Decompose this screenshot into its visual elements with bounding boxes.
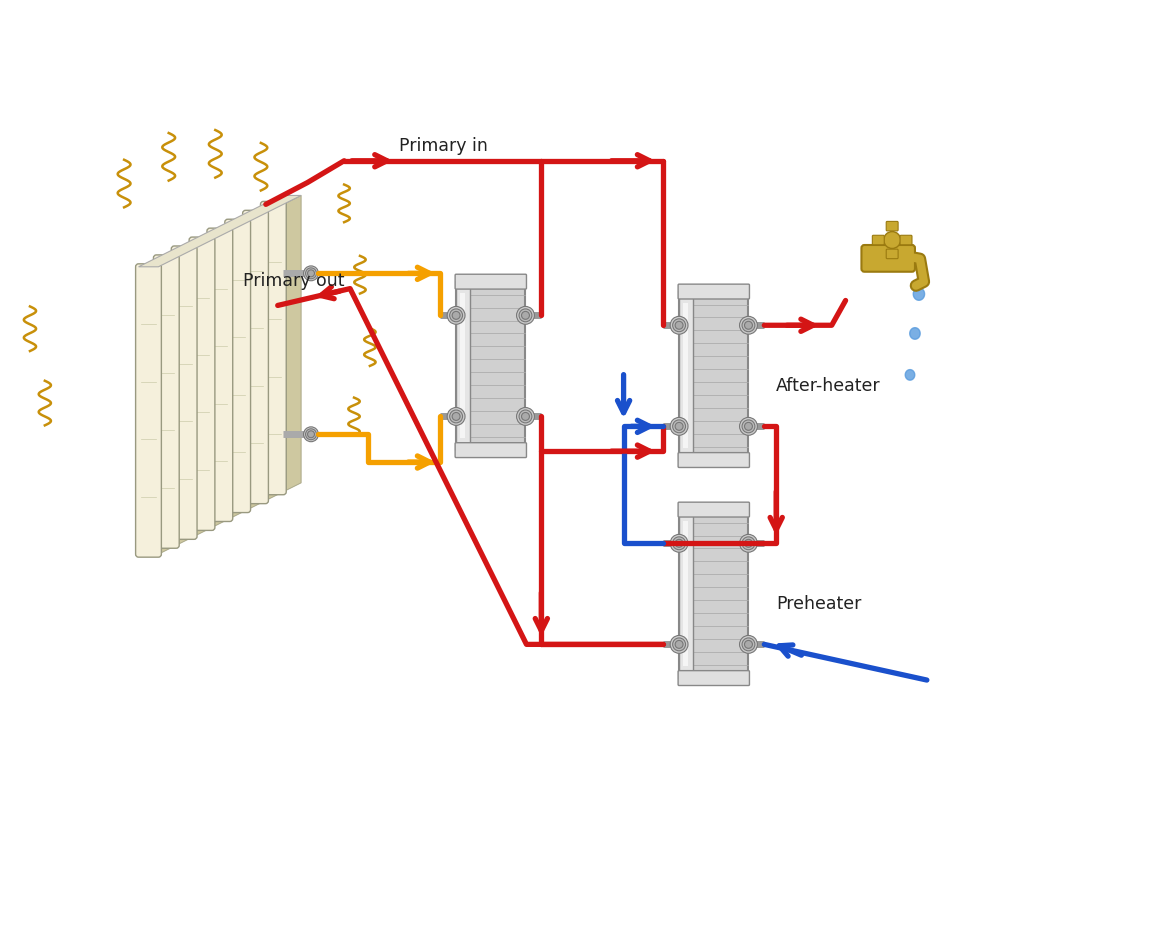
FancyBboxPatch shape	[679, 510, 749, 678]
Polygon shape	[683, 303, 688, 448]
Circle shape	[305, 429, 317, 440]
Polygon shape	[212, 232, 230, 527]
Circle shape	[739, 316, 758, 334]
Circle shape	[450, 410, 463, 423]
Circle shape	[305, 268, 317, 279]
FancyBboxPatch shape	[207, 228, 233, 522]
Text: Primary out: Primary out	[243, 272, 345, 289]
FancyBboxPatch shape	[678, 453, 750, 468]
Text: Preheater: Preheater	[776, 594, 862, 613]
Circle shape	[672, 319, 686, 332]
Polygon shape	[248, 213, 265, 510]
FancyBboxPatch shape	[243, 210, 268, 504]
Circle shape	[308, 270, 315, 277]
Circle shape	[744, 641, 752, 648]
Polygon shape	[159, 258, 176, 554]
Circle shape	[450, 309, 463, 322]
Polygon shape	[176, 249, 194, 545]
Circle shape	[744, 321, 752, 329]
FancyBboxPatch shape	[900, 235, 912, 245]
Circle shape	[739, 535, 758, 552]
FancyBboxPatch shape	[679, 292, 749, 460]
Circle shape	[676, 422, 683, 431]
Polygon shape	[459, 294, 465, 438]
FancyBboxPatch shape	[678, 285, 750, 299]
FancyBboxPatch shape	[455, 274, 526, 289]
FancyBboxPatch shape	[154, 255, 179, 549]
Circle shape	[522, 413, 530, 420]
Circle shape	[303, 266, 318, 281]
Circle shape	[676, 641, 683, 648]
Circle shape	[670, 635, 688, 653]
FancyBboxPatch shape	[135, 264, 161, 557]
Circle shape	[308, 431, 315, 438]
Polygon shape	[139, 195, 301, 267]
Polygon shape	[683, 522, 688, 666]
Circle shape	[744, 422, 752, 431]
Circle shape	[670, 535, 688, 552]
FancyBboxPatch shape	[872, 235, 884, 245]
Circle shape	[739, 635, 758, 653]
Circle shape	[522, 312, 530, 319]
Circle shape	[303, 427, 318, 442]
Circle shape	[672, 420, 686, 432]
Circle shape	[519, 410, 532, 423]
FancyBboxPatch shape	[862, 245, 915, 272]
Circle shape	[452, 413, 460, 420]
Polygon shape	[456, 282, 470, 450]
FancyBboxPatch shape	[678, 502, 750, 517]
Polygon shape	[265, 205, 283, 500]
Polygon shape	[905, 369, 915, 380]
Circle shape	[742, 537, 754, 550]
FancyBboxPatch shape	[456, 282, 525, 450]
FancyBboxPatch shape	[171, 246, 197, 539]
Text: Primary in: Primary in	[399, 137, 487, 154]
Circle shape	[516, 407, 535, 425]
Circle shape	[676, 539, 683, 547]
FancyBboxPatch shape	[455, 443, 526, 458]
Circle shape	[742, 638, 754, 651]
FancyBboxPatch shape	[678, 671, 750, 685]
Polygon shape	[913, 287, 924, 300]
Circle shape	[670, 316, 688, 334]
FancyBboxPatch shape	[886, 221, 898, 231]
Circle shape	[672, 537, 686, 550]
Circle shape	[519, 309, 532, 322]
Circle shape	[676, 321, 683, 329]
Polygon shape	[679, 510, 693, 678]
FancyBboxPatch shape	[886, 249, 898, 259]
Polygon shape	[909, 327, 920, 339]
Circle shape	[452, 312, 460, 319]
FancyBboxPatch shape	[224, 219, 251, 512]
FancyBboxPatch shape	[260, 202, 286, 495]
Circle shape	[672, 638, 686, 651]
Circle shape	[516, 306, 535, 325]
Circle shape	[448, 407, 465, 425]
Circle shape	[742, 420, 754, 432]
Circle shape	[884, 232, 900, 248]
Text: After-heater: After-heater	[776, 377, 880, 394]
Circle shape	[739, 418, 758, 435]
Circle shape	[744, 539, 752, 547]
Polygon shape	[230, 222, 248, 519]
Circle shape	[670, 418, 688, 435]
FancyBboxPatch shape	[189, 237, 215, 530]
Circle shape	[742, 319, 754, 332]
Circle shape	[448, 306, 465, 325]
Polygon shape	[679, 292, 693, 460]
Polygon shape	[194, 240, 212, 537]
Polygon shape	[283, 195, 301, 492]
